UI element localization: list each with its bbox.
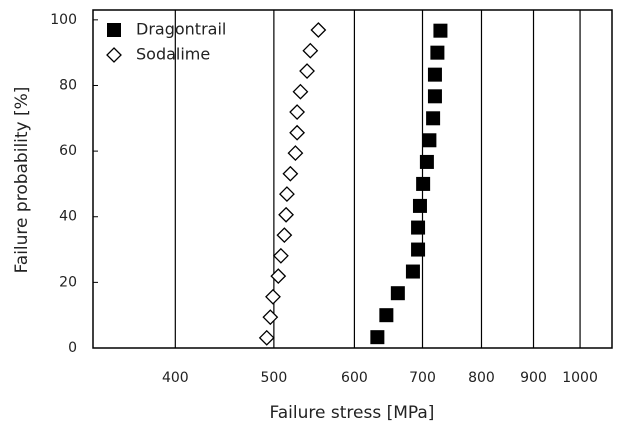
x-tick-label: 900	[520, 370, 547, 386]
y-tick-label: 80	[59, 77, 77, 93]
point	[412, 198, 427, 213]
point	[289, 124, 306, 141]
x-tick-label: 1000	[562, 370, 598, 386]
plot-frame	[92, 9, 613, 349]
point	[390, 286, 405, 301]
x-tick-label: 600	[341, 370, 368, 386]
point	[426, 111, 441, 126]
point	[270, 268, 287, 285]
point	[302, 42, 319, 59]
point	[430, 45, 445, 60]
point	[379, 308, 394, 323]
point	[411, 220, 426, 235]
y-tick-label: 40	[59, 209, 77, 225]
point	[422, 133, 437, 148]
point	[427, 89, 442, 104]
legend-marker	[107, 23, 121, 37]
legend-label: Sodalime	[136, 45, 210, 64]
point	[433, 23, 448, 38]
x-tick-label: 800	[468, 370, 495, 386]
point	[272, 247, 289, 264]
point	[262, 309, 279, 326]
point	[278, 206, 294, 223]
point	[419, 154, 434, 169]
y-tick-label: 100	[50, 12, 77, 28]
point	[265, 288, 281, 305]
point	[411, 242, 426, 257]
point	[287, 145, 304, 161]
point	[279, 186, 295, 203]
point	[289, 104, 306, 120]
legend-label: Dragontrail	[136, 20, 226, 39]
point	[416, 176, 431, 191]
point	[427, 67, 442, 82]
point	[370, 330, 385, 345]
y-tick-label: 0	[68, 340, 77, 356]
point	[258, 329, 275, 346]
point	[282, 165, 299, 182]
y-axis-label: Failure probability [%]	[12, 87, 32, 274]
x-axis-label: Failure stress [MPa]	[270, 403, 435, 423]
point	[292, 83, 309, 100]
y-tick-label: 60	[59, 143, 77, 159]
legend-marker	[106, 47, 122, 63]
x-tick-label: 400	[162, 370, 189, 386]
x-tick-label: 700	[409, 370, 436, 386]
point	[299, 63, 315, 79]
y-tick-label: 20	[59, 274, 77, 290]
point	[310, 22, 327, 38]
point	[276, 227, 293, 244]
x-tick-label: 500	[261, 370, 288, 386]
point	[405, 264, 420, 279]
